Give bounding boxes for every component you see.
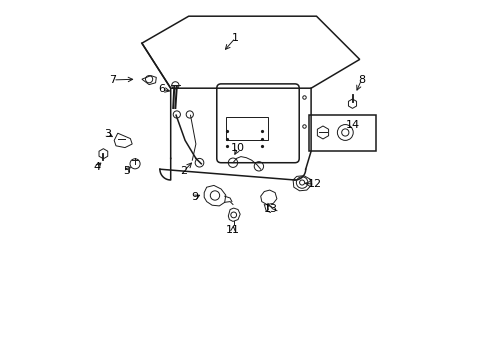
Text: 3: 3 (104, 129, 111, 139)
Text: 2: 2 (180, 166, 187, 176)
Text: 5: 5 (122, 166, 130, 176)
Text: 11: 11 (225, 225, 240, 235)
Text: 13: 13 (263, 204, 277, 214)
Bar (226, 117, 267, 140)
Text: 9: 9 (191, 192, 198, 202)
Text: 4: 4 (93, 162, 100, 172)
Text: 6: 6 (158, 84, 165, 94)
Text: 10: 10 (230, 143, 244, 153)
Text: 1: 1 (231, 33, 239, 43)
Bar (309, 115, 375, 151)
Text: 8: 8 (357, 75, 365, 85)
Text: 14: 14 (346, 120, 360, 130)
Text: 7: 7 (109, 75, 117, 85)
Text: 12: 12 (307, 179, 321, 189)
